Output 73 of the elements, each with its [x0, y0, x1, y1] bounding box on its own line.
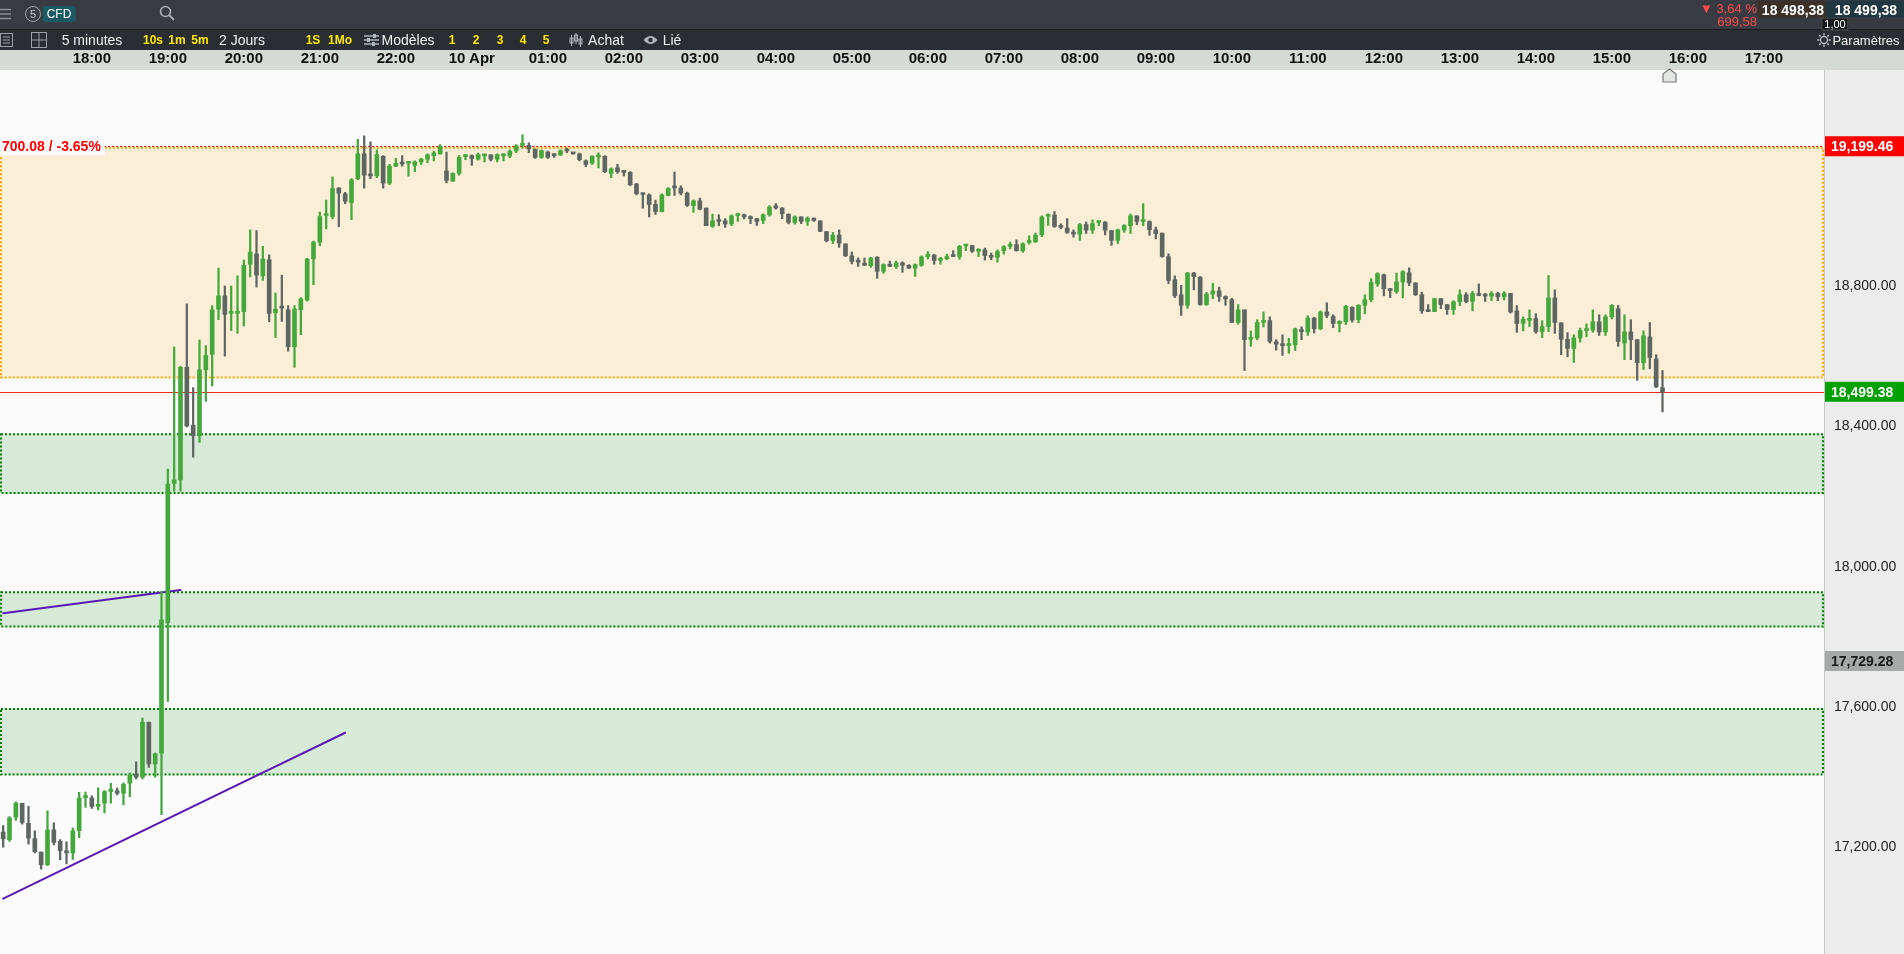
candlestick: [1261, 311, 1266, 328]
candlestick: [1280, 334, 1285, 356]
x-tick-label: 20:00: [224, 49, 264, 67]
x-tick-label: 08:00: [1060, 49, 1100, 67]
x-tick-label: 17:00: [1744, 49, 1784, 67]
x-tick-label: 10 Apr: [448, 49, 496, 67]
y-tick-label: 17,200.00: [1834, 838, 1897, 855]
y-tick-label: 17,600.00: [1834, 698, 1897, 714]
candlestick: [976, 248, 981, 257]
candlestick: [900, 261, 905, 273]
text: 5m: [191, 33, 209, 47]
x-tick-label: 13:00: [1440, 49, 1480, 67]
text: 2: [472, 33, 480, 47]
candlestick: [1527, 309, 1532, 328]
candlestick: [83, 791, 88, 808]
text: 10s: [142, 33, 164, 47]
text: 4: [519, 33, 527, 47]
x-tick-label: 07:00: [984, 49, 1024, 67]
text: 2 Jours: [219, 32, 265, 48]
candlestick: [216, 267, 221, 320]
x-tick-label: 12:00: [1364, 49, 1404, 67]
text: 5: [25, 6, 41, 22]
x-tick-label: 02:00: [604, 49, 644, 67]
x-tick-label: 04:00: [756, 49, 796, 67]
x-tick-label: 01:00: [528, 49, 568, 67]
candlestick: [1660, 370, 1665, 413]
x-tick-label: 05:00: [832, 49, 872, 67]
text: 17,729.28: [1825, 651, 1904, 671]
candlestick: [1299, 326, 1304, 340]
text: 18 498,38: [1757, 0, 1829, 18]
text: Modèles: [381, 32, 435, 48]
x-tick-label: 16:00: [1668, 49, 1708, 67]
x-tick-label: 11:00: [1289, 49, 1327, 67]
text: 3: [496, 33, 504, 47]
candlestick: [406, 160, 411, 177]
x-tick-label: 18:00: [72, 49, 112, 67]
candlestick: [520, 134, 525, 149]
x-tick-label: 06:00: [908, 49, 948, 67]
text: 1: [448, 33, 456, 47]
text: Lié: [662, 32, 682, 48]
ref-line-label: 18,499.38: [1831, 383, 1894, 400]
candlestick: [273, 292, 278, 338]
text: ▼ 3,64 %: [1700, 0, 1757, 16]
text: 1m: [168, 33, 186, 47]
x-tick-label: 15:00: [1592, 49, 1632, 67]
text: 5 minutes: [61, 32, 123, 48]
ref-line-label: 19,199.46: [1831, 138, 1894, 155]
text: 1S: [305, 33, 321, 47]
text: 1Mo: [328, 33, 352, 47]
text: 1,00: [1821, 17, 1849, 31]
x-tick-label: 09:00: [1136, 49, 1176, 67]
candlestick: [672, 171, 677, 196]
candlestick: [1622, 314, 1627, 360]
y-tick-label: 18,800.00: [1834, 277, 1897, 294]
text: 699,58: [1717, 13, 1757, 29]
text: Paramètres: [1832, 32, 1900, 48]
y-tick-label: 18,000.00: [1834, 557, 1897, 574]
text: 5: [542, 33, 550, 47]
candlestick: [1584, 323, 1589, 338]
candlestick: [1223, 295, 1228, 306]
x-tick-label: 22:00: [376, 49, 416, 67]
text: 18 499,38: [1825, 0, 1904, 18]
y-tick-label: 18,400.00: [1834, 417, 1897, 434]
annotation: 700.08 / -3.65%: [2, 138, 102, 155]
candlestick: [235, 275, 240, 334]
x-tick-label: 10:00: [1212, 49, 1252, 67]
x-tick-label: 14:00: [1516, 49, 1556, 67]
x-tick-label: 19:00: [148, 49, 188, 67]
candlestick: [1337, 320, 1342, 333]
x-tick-label: 21:00: [300, 49, 340, 67]
x-tick-label: 03:00: [680, 49, 720, 67]
text: CFD: [42, 6, 76, 22]
text: Achat: [588, 32, 624, 48]
